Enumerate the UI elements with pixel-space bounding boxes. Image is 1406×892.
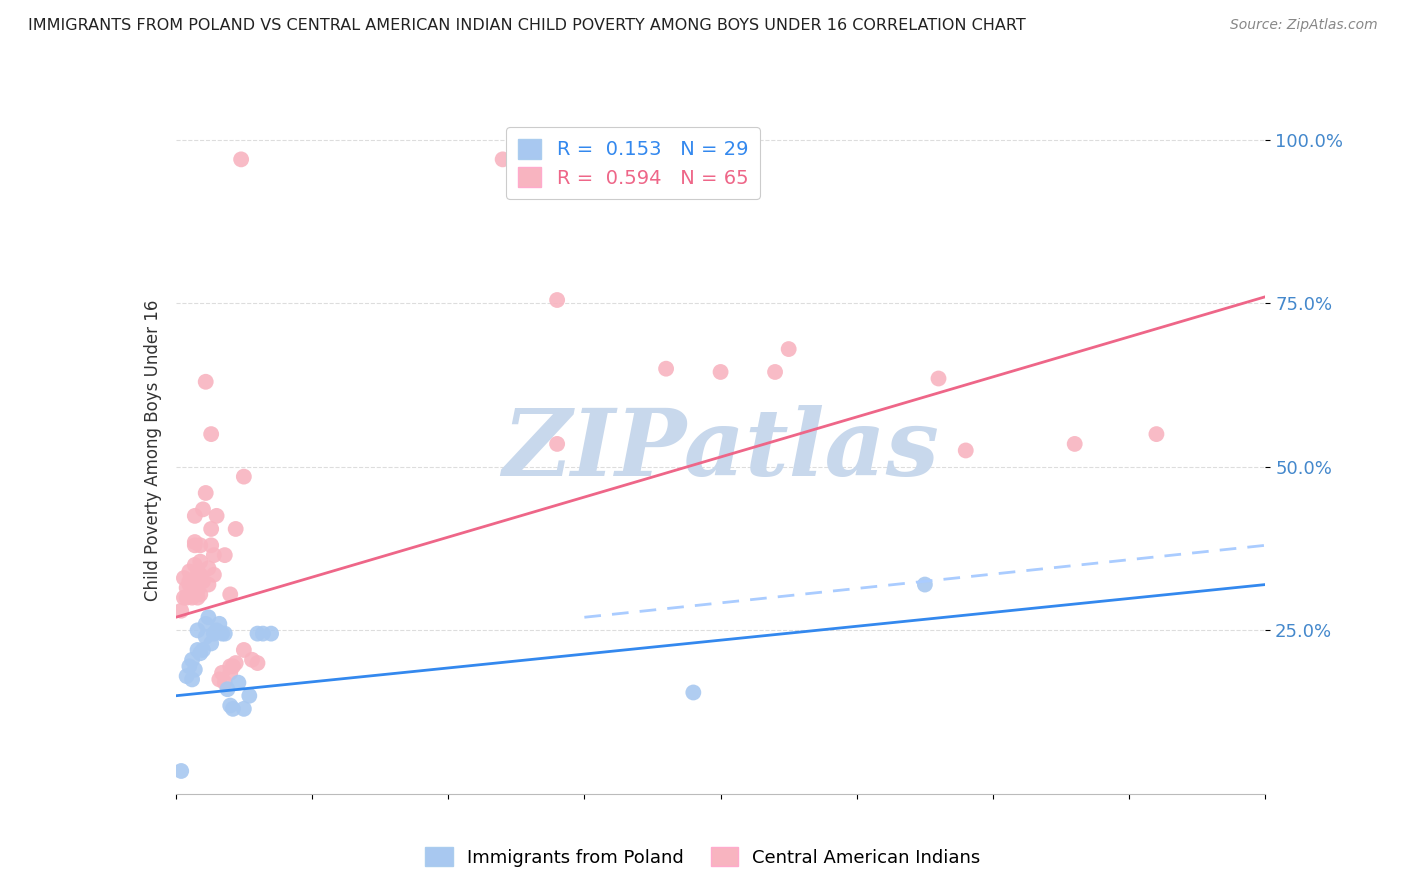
Point (219, 659, 242, 673)
Point (208, 616, 231, 631)
Point (232, 643, 254, 657)
Point (188, 587, 211, 601)
Point (225, 656, 247, 670)
Point (546, 293, 568, 307)
Point (191, 502, 214, 516)
Point (184, 508, 207, 523)
Point (778, 342, 800, 356)
Point (186, 584, 209, 599)
Point (214, 675, 236, 690)
Point (200, 522, 222, 536)
Point (219, 698, 242, 713)
Point (214, 548, 236, 562)
Point (655, 361, 678, 376)
Point (186, 567, 209, 582)
Point (200, 538, 222, 552)
Point (173, 571, 195, 585)
Point (186, 574, 209, 589)
Point (200, 427, 222, 442)
Point (179, 577, 201, 591)
Point (492, 153, 515, 167)
Point (205, 508, 228, 523)
Point (225, 522, 247, 536)
Point (211, 665, 233, 680)
Point (232, 469, 254, 483)
Point (763, 365, 786, 379)
Point (188, 555, 211, 569)
Point (197, 610, 219, 624)
Point (252, 626, 274, 640)
Point (219, 665, 242, 680)
Point (246, 656, 269, 670)
Y-axis label: Child Poverty Among Boys Under 16: Child Poverty Among Boys Under 16 (143, 300, 162, 601)
Point (173, 591, 195, 605)
Point (184, 538, 207, 552)
Point (222, 659, 245, 673)
Point (682, 685, 704, 699)
Point (186, 643, 209, 657)
Text: ZIPatlas: ZIPatlas (502, 406, 939, 495)
Point (176, 591, 198, 605)
Point (188, 538, 211, 552)
Point (200, 636, 222, 650)
Point (1146, 427, 1168, 442)
Legend: Immigrants from Poland, Central American Indians: Immigrants from Poland, Central American… (418, 840, 988, 874)
Point (181, 673, 204, 687)
Point (186, 624, 209, 638)
Point (197, 577, 219, 591)
Point (211, 626, 233, 640)
Point (1063, 437, 1085, 451)
Point (184, 574, 207, 589)
Point (181, 591, 204, 605)
Text: IMMIGRANTS FROM POLAND VS CENTRAL AMERICAN INDIAN CHILD POVERTY AMONG BOYS UNDER: IMMIGRANTS FROM POLAND VS CENTRAL AMERIC… (28, 18, 1026, 33)
Point (246, 626, 269, 640)
Point (184, 535, 207, 549)
Point (710, 365, 733, 379)
Point (188, 567, 211, 582)
Point (170, 764, 193, 778)
Point (188, 574, 211, 589)
Point (232, 702, 254, 716)
Point (955, 443, 977, 458)
Point (194, 616, 217, 631)
Point (184, 663, 207, 677)
Point (176, 669, 198, 683)
Point (179, 574, 201, 589)
Point (194, 630, 217, 644)
Point (197, 561, 219, 575)
Point (179, 659, 201, 673)
Point (217, 682, 239, 697)
Point (181, 577, 204, 591)
Point (188, 646, 211, 660)
Point (928, 371, 950, 385)
Point (205, 624, 228, 638)
Point (222, 702, 245, 716)
Point (191, 643, 214, 657)
Point (240, 653, 263, 667)
Point (184, 558, 207, 572)
Point (194, 486, 217, 500)
Point (231, 153, 253, 167)
Point (214, 626, 236, 640)
Point (208, 673, 231, 687)
Point (260, 626, 283, 640)
Point (179, 565, 201, 579)
Text: Source: ZipAtlas.com: Source: ZipAtlas.com (1230, 18, 1378, 32)
Point (176, 581, 198, 595)
Point (181, 653, 204, 667)
Point (186, 591, 209, 605)
Point (191, 574, 214, 589)
Point (202, 626, 225, 640)
Point (914, 577, 936, 591)
Point (202, 567, 225, 582)
Point (238, 689, 260, 703)
Point (202, 548, 225, 562)
Legend: R =  0.153   N = 29, R =  0.594   N = 65: R = 0.153 N = 29, R = 0.594 N = 65 (506, 127, 761, 199)
Point (194, 375, 217, 389)
Point (170, 604, 193, 618)
Point (546, 437, 568, 451)
Point (219, 587, 242, 601)
Point (228, 675, 250, 690)
Point (181, 584, 204, 599)
